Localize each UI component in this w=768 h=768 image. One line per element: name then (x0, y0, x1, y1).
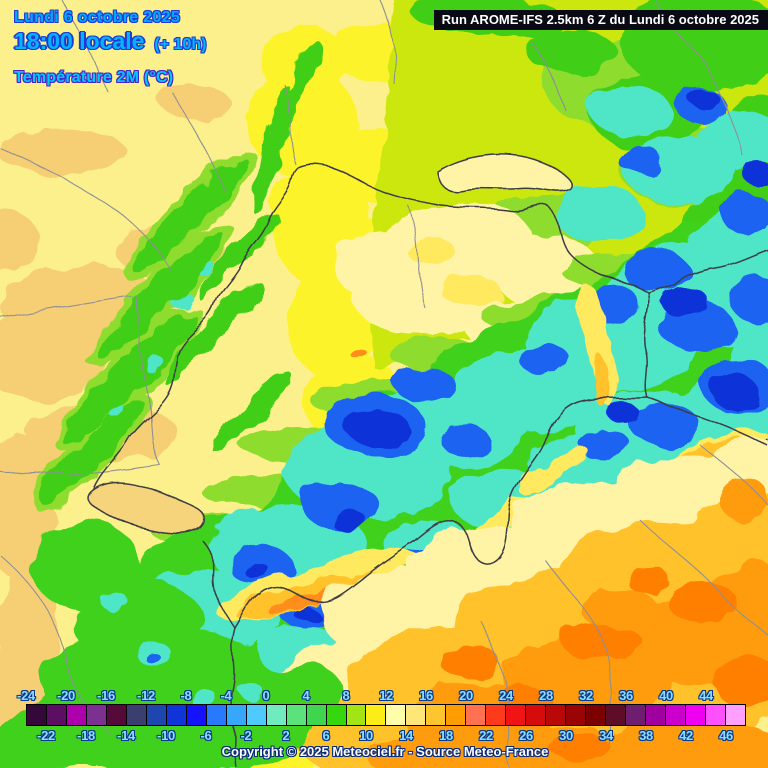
lake-geneva (86, 481, 205, 535)
map-po-valley-warm (277, 437, 768, 768)
local-time-label: 18:00 locale (14, 28, 145, 54)
map-lakes (86, 154, 572, 535)
map-header: Lundi 6 octobre 2025 18:00 locale (+ 10h)… (14, 10, 206, 86)
map-jura-ridges (33, 39, 320, 511)
date-label: Lundi 6 octobre 2025 (14, 9, 181, 26)
time-offset-label: (+ 10h) (154, 36, 207, 53)
lake-constance (437, 154, 572, 192)
variable-label: Température 2M (°C) (14, 69, 174, 86)
map-country-borders (91, 163, 768, 768)
run-banner: Run AROME-IFS 2.5km 6 Z du Lundi 6 octob… (433, 10, 768, 30)
